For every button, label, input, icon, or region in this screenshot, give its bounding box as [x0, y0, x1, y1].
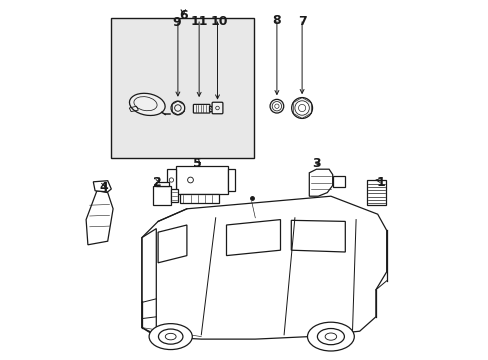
Ellipse shape — [129, 93, 165, 116]
Polygon shape — [93, 181, 111, 192]
Ellipse shape — [269, 99, 283, 113]
FancyBboxPatch shape — [212, 102, 223, 114]
Text: 7: 7 — [297, 15, 306, 28]
Text: 1: 1 — [375, 176, 384, 189]
Ellipse shape — [307, 322, 354, 351]
Bar — [155, 182, 168, 186]
Ellipse shape — [294, 101, 309, 115]
Ellipse shape — [272, 102, 281, 111]
Text: 10: 10 — [210, 15, 227, 28]
Bar — [176, 166, 228, 194]
Text: 5: 5 — [193, 157, 202, 170]
Polygon shape — [309, 169, 332, 196]
Text: 2: 2 — [153, 176, 162, 189]
Text: 11: 11 — [190, 15, 207, 28]
Bar — [332, 176, 345, 187]
Bar — [366, 180, 385, 205]
Bar — [228, 169, 234, 191]
Text: 9: 9 — [172, 16, 181, 29]
Polygon shape — [86, 191, 113, 245]
Ellipse shape — [149, 324, 192, 350]
Bar — [167, 169, 176, 191]
Bar — [111, 18, 253, 158]
FancyBboxPatch shape — [193, 104, 209, 113]
Bar — [179, 194, 219, 203]
Bar — [209, 106, 214, 111]
Bar — [171, 189, 178, 202]
Text: 6: 6 — [179, 9, 187, 22]
Ellipse shape — [291, 98, 312, 118]
Text: 3: 3 — [311, 157, 320, 170]
Ellipse shape — [171, 101, 184, 115]
Bar — [152, 186, 171, 205]
Text: 4: 4 — [99, 181, 107, 194]
Text: 8: 8 — [272, 14, 281, 27]
